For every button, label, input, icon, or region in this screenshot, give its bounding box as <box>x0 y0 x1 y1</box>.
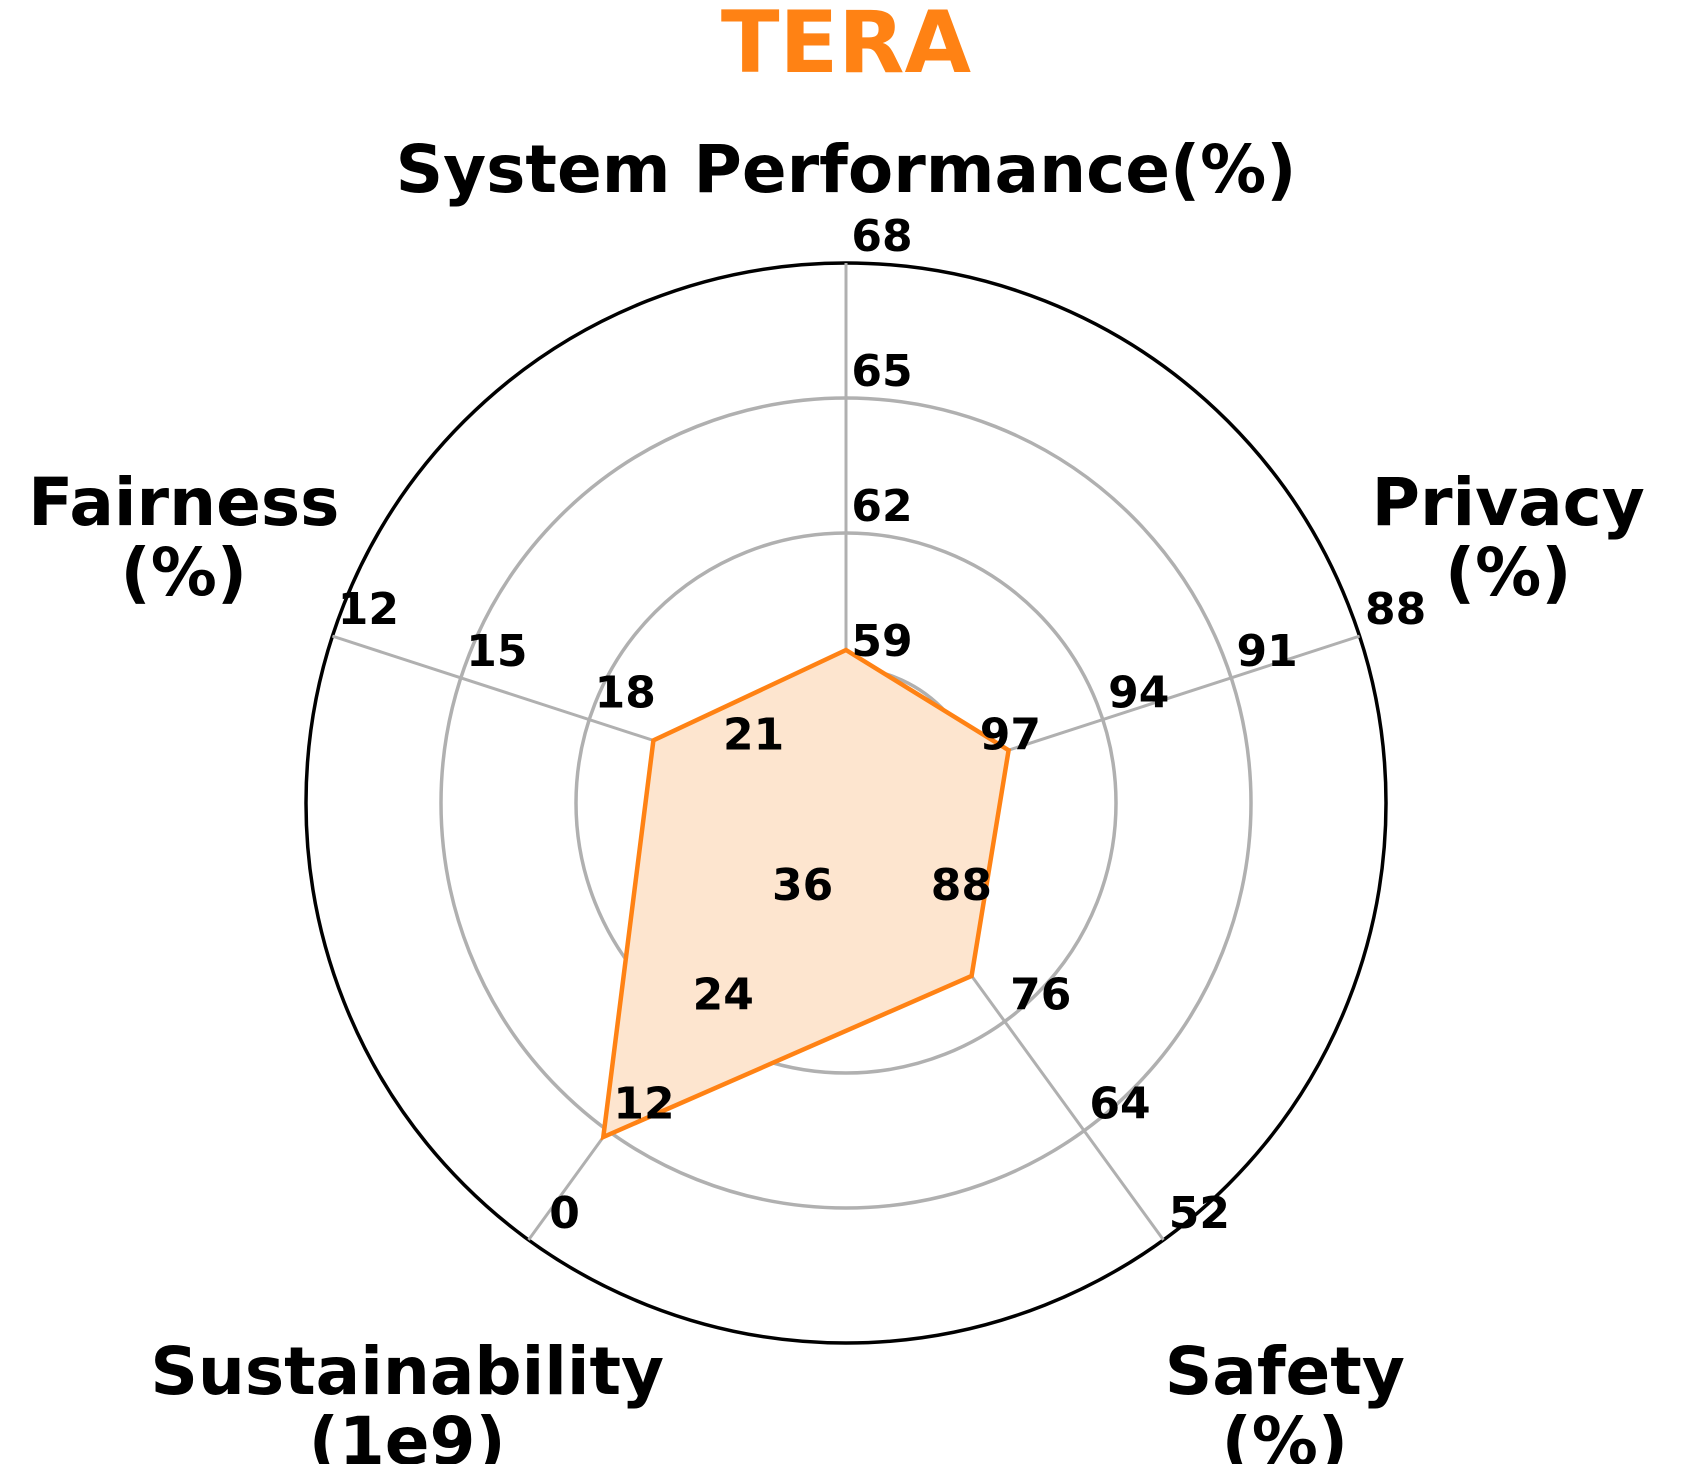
axis-label-fairness: Fairness <box>28 464 339 541</box>
tick-label-safety-3: 64 <box>1089 1079 1150 1130</box>
axis-label-safety-unit: (%) <box>1222 1403 1348 1464</box>
tick-label-sustainability-1e9-4: 0 <box>549 1188 580 1239</box>
chart-title: TERA <box>721 0 972 93</box>
tick-label-sustainability-1e9-3: 12 <box>613 1079 674 1130</box>
tick-label-fairness-2: 18 <box>595 668 656 719</box>
tick-label-safety-1: 88 <box>931 860 992 911</box>
axis-label-privacy: Privacy <box>1372 464 1645 541</box>
axis-label-sustainability-1e9-unit: (1e9) <box>309 1403 506 1464</box>
tick-label-privacy-4: 88 <box>1365 584 1426 635</box>
tick-labels: 59 62 65 68 97 94 91 88 88 76 64 52 36 24 12 0 21 18 15 12 <box>338 211 1426 1239</box>
axis-labels: System Performance(%)Privacy(%)Safety(%)… <box>28 131 1645 1464</box>
tick-label-privacy-3: 91 <box>1237 626 1298 677</box>
tick-label-system-performance-4: 68 <box>851 211 912 262</box>
tick-label-sustainability-1e9-2: 24 <box>693 969 754 1020</box>
series-polygon <box>600 647 1012 1141</box>
tick-label-safety-2: 76 <box>1010 969 1071 1020</box>
tick-label-system-performance-1: 59 <box>851 616 912 667</box>
axis-label-safety: Safety <box>1165 1333 1405 1410</box>
series-layer <box>600 647 1012 1141</box>
tick-label-system-performance-2: 62 <box>851 481 912 532</box>
tick-label-fairness-3: 15 <box>466 626 527 677</box>
tick-label-fairness-4: 12 <box>338 584 399 635</box>
axis-label-privacy-unit: (%) <box>1445 534 1571 611</box>
axis-label-system-performance: System Performance(%) <box>396 131 1297 208</box>
axis-label-sustainability-1e9: Sustainability <box>150 1333 664 1410</box>
tick-label-sustainability-1e9-1: 36 <box>772 860 833 911</box>
tick-label-privacy-1: 97 <box>980 709 1041 760</box>
tick-label-system-performance-3: 65 <box>851 346 912 397</box>
tick-label-privacy-2: 94 <box>1108 668 1169 719</box>
axis-label-fairness-unit: (%) <box>121 534 247 611</box>
tick-label-fairness-1: 21 <box>723 709 784 760</box>
tick-label-safety-4: 52 <box>1169 1188 1230 1239</box>
